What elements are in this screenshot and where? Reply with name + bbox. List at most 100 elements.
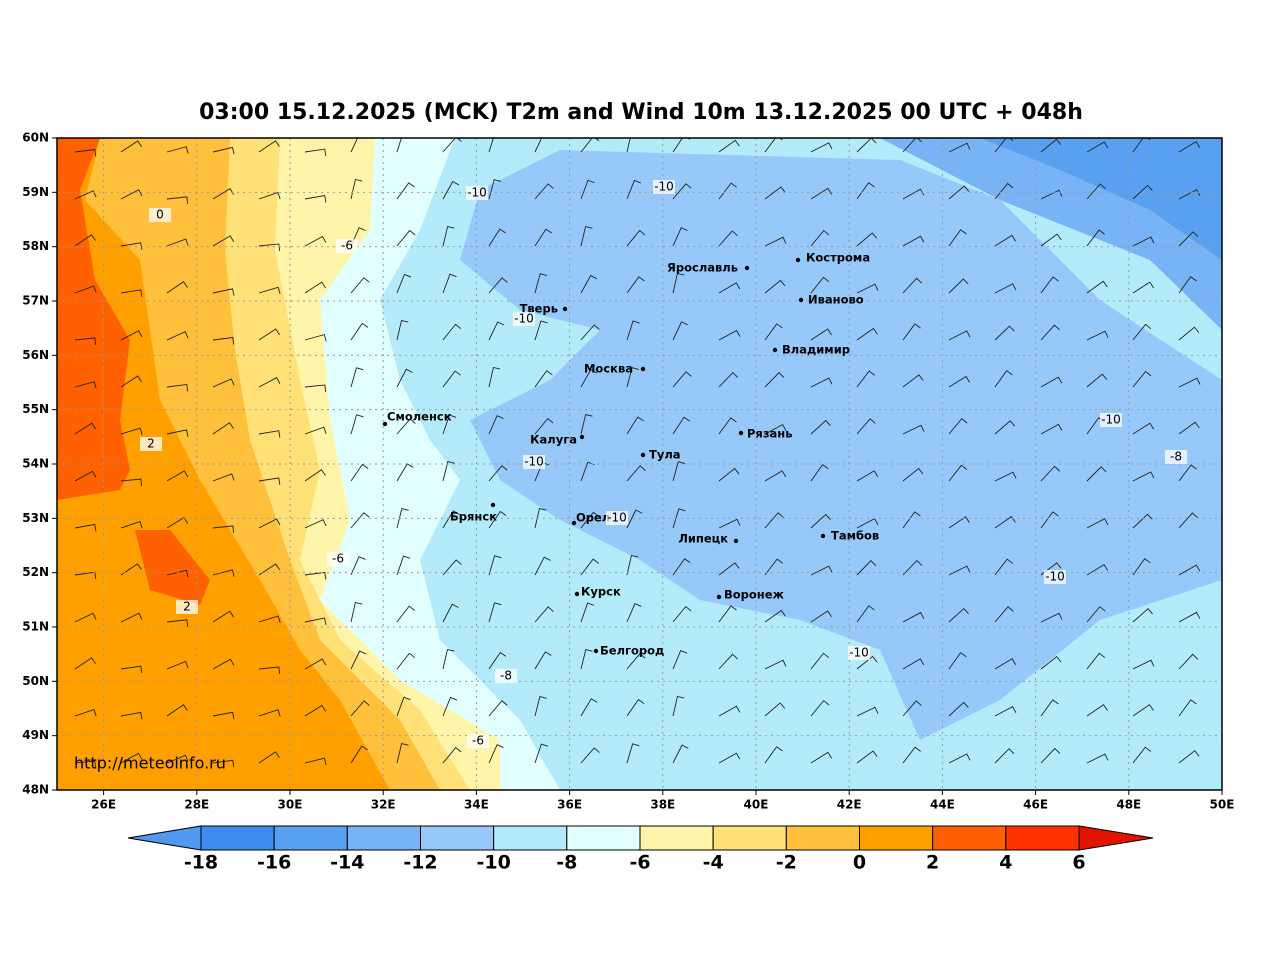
wind-barb — [672, 508, 686, 529]
wind-barb — [350, 556, 366, 576]
wind-barb — [856, 470, 879, 482]
contour-label: -10 — [849, 646, 869, 660]
wind-barb — [1132, 659, 1155, 670]
contour-label-bg — [513, 312, 535, 326]
wind-barb — [442, 225, 455, 247]
wind-barb — [764, 609, 786, 623]
wind-barb — [1178, 326, 1200, 341]
wind-barb — [856, 655, 878, 670]
wind-barb — [626, 554, 639, 576]
wind-barb — [74, 523, 97, 532]
wind-barb — [626, 276, 645, 294]
contour-label-bg — [606, 511, 628, 525]
wind-barb — [304, 704, 327, 717]
wind-barb — [1132, 746, 1152, 764]
wind-barb — [580, 649, 593, 670]
wind-barb — [212, 288, 235, 296]
city-dot — [798, 297, 804, 303]
lat-tick-label: 52N — [22, 565, 49, 579]
city-label: Брянск — [450, 510, 497, 524]
city-label: Ярославль — [667, 261, 738, 275]
contour-label: -6 — [341, 239, 353, 253]
wind-barb — [948, 652, 967, 670]
wind-barb — [856, 327, 878, 341]
wind-barb — [534, 743, 549, 764]
wind-barb — [534, 651, 552, 670]
wind-barb — [1040, 656, 1062, 670]
contour-label-bg — [466, 186, 488, 200]
wind-barb — [442, 510, 460, 529]
wind-barb — [166, 238, 189, 247]
wind-barb — [1178, 699, 1197, 717]
colorbar-label: -16 — [257, 852, 291, 874]
wind-barb — [120, 711, 143, 720]
contour-label-bg — [467, 734, 489, 748]
wind-barb — [994, 515, 1016, 529]
wind-barb — [948, 185, 970, 200]
wind-barb — [166, 569, 189, 578]
wind-barb — [258, 709, 281, 717]
wind-barb — [902, 746, 921, 764]
wind-barb — [258, 430, 281, 438]
wind-barb — [304, 384, 327, 392]
wind-barb — [488, 228, 506, 247]
wind-barb — [718, 139, 740, 153]
wind-barb — [304, 658, 327, 670]
wind-barb — [718, 705, 741, 717]
wind-barb — [994, 283, 1017, 294]
wind-barb — [304, 757, 327, 766]
wind-barb — [396, 463, 414, 482]
wind-barb — [304, 426, 327, 435]
wind-barb — [718, 605, 737, 623]
lon-tick-label: 28E — [184, 798, 209, 812]
city-dot — [733, 538, 739, 544]
wind-barb — [672, 649, 688, 670]
colorbar-bin — [932, 825, 1007, 851]
wind-barb — [1086, 330, 1109, 341]
city-dot — [562, 306, 568, 312]
city-label: Воронеж — [724, 588, 785, 602]
wind-barb — [442, 180, 460, 200]
wind-barb — [166, 331, 189, 341]
wind-barb — [258, 615, 281, 623]
contour-label-bg — [1100, 413, 1122, 427]
wind-barb — [534, 417, 554, 435]
wind-barb — [902, 511, 921, 529]
lat-tick-label: 59N — [22, 185, 49, 199]
colorbar-label: 6 — [1072, 852, 1085, 874]
wind-barb — [672, 371, 692, 388]
wind-barb — [488, 700, 508, 717]
wind-barb — [994, 471, 1017, 482]
wind-barb — [120, 330, 143, 341]
wind-barb — [1086, 373, 1108, 388]
wind-barb — [994, 606, 1014, 623]
wind-barb — [304, 194, 327, 203]
city-label: Тула — [649, 448, 681, 462]
wind-barb — [442, 603, 459, 623]
wind-barb — [1132, 422, 1154, 435]
wind-barb — [810, 610, 832, 623]
wind-barb — [764, 323, 783, 341]
wind-barb — [120, 427, 143, 436]
wind-barb — [580, 414, 593, 435]
wind-barb — [1086, 141, 1109, 153]
wind-barb — [258, 191, 281, 200]
wind-barb — [304, 519, 327, 529]
contour-label: -10 — [467, 186, 487, 200]
wind-barb — [1178, 653, 1199, 670]
wind-barb — [442, 138, 462, 153]
colorbar-label: 4 — [999, 852, 1012, 874]
wind-barb — [1086, 229, 1105, 247]
wind-barb — [1132, 704, 1154, 717]
wind-barb — [120, 478, 143, 487]
wind-barb — [718, 467, 740, 482]
wind-barb — [74, 285, 97, 294]
wind-barb — [488, 138, 494, 153]
wind-barb — [580, 747, 600, 764]
wind-barb — [1086, 606, 1106, 623]
wind-barb — [856, 560, 877, 576]
colorbar-bin — [493, 825, 568, 851]
wind-barb — [120, 752, 143, 764]
wind-barb — [626, 465, 646, 482]
wind-barb — [258, 140, 280, 153]
